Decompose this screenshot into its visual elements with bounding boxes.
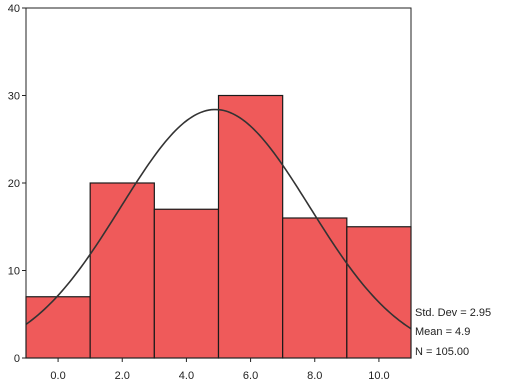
y-tick-label-4: 40 (8, 3, 20, 15)
y-tick-label-3: 30 (8, 91, 20, 103)
normal-curve (25, 108, 412, 330)
x-tick-label-4: 8.0 (307, 370, 322, 382)
y-tick-label-2: 20 (8, 178, 20, 190)
x-tick-label-1: 2.0 (115, 370, 130, 382)
histogram-bars (25, 94, 412, 359)
stat-mean: Mean = 4.9 (415, 326, 470, 338)
y-tick-label-0: 0 (14, 353, 20, 365)
x-tick-label-3: 6.0 (243, 370, 258, 382)
histogram-bar-1 (89, 182, 155, 359)
histogram-bar-3 (217, 94, 284, 359)
y-axis-ticks: 0 10 20 30 40 (8, 3, 26, 365)
histogram-bar-0 (25, 296, 91, 359)
histogram-bar-2 (153, 208, 220, 359)
histogram-bar-4 (282, 217, 348, 359)
plot-frame (25, 7, 412, 359)
stats-box: Std. Dev = 2.95 Mean = 4.9 N = 105.00 (415, 307, 491, 358)
stat-std-dev: Std. Dev = 2.95 (415, 307, 491, 319)
stat-n: N = 105.00 (415, 346, 469, 358)
x-tick-label-0: 0.0 (50, 370, 65, 382)
y-tick-label-1: 10 (8, 266, 20, 278)
x-tick-label-2: 4.0 (179, 370, 194, 382)
x-tick-label-5: 10.0 (368, 370, 389, 382)
x-axis-ticks: 0.0 2.0 4.0 6.0 8.0 10.0 (50, 358, 390, 382)
histogram-bar-5 (346, 226, 412, 359)
